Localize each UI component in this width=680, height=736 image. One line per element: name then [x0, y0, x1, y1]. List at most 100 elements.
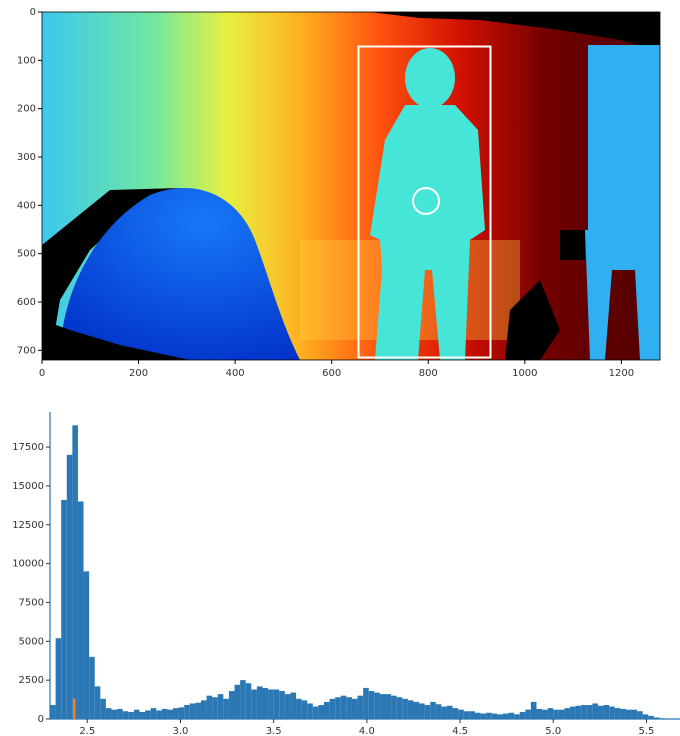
x-tick-label: 3.0 [173, 726, 189, 736]
bar [268, 689, 274, 719]
bar [430, 702, 436, 719]
bar [447, 706, 453, 719]
bar [492, 714, 498, 719]
bar [436, 704, 442, 719]
y-tick-label: 15000 [12, 481, 44, 492]
bar [402, 699, 408, 719]
bar [397, 697, 403, 719]
bar [520, 712, 526, 719]
bar [643, 714, 649, 719]
bar [592, 703, 598, 719]
bar [369, 691, 375, 719]
bar [72, 425, 78, 719]
bar [302, 700, 308, 719]
bar [609, 707, 615, 719]
bar [330, 699, 336, 719]
x-tick-label: 200 [129, 368, 148, 379]
bar [581, 705, 587, 719]
bar [604, 705, 610, 719]
bar [525, 710, 531, 719]
bar [251, 689, 257, 719]
x-tick-label: 0 [39, 368, 45, 379]
bar [285, 694, 291, 719]
bar [190, 703, 196, 719]
bar [576, 706, 582, 719]
bar [531, 702, 537, 719]
bar [84, 571, 90, 719]
bar [318, 705, 324, 719]
bar [358, 696, 364, 719]
bar [145, 710, 151, 719]
bar [464, 711, 470, 719]
bar [246, 683, 252, 719]
bar [408, 700, 414, 719]
bar [598, 706, 604, 719]
y-tick-label: 0 [38, 714, 44, 725]
bar [352, 699, 358, 719]
bar [475, 713, 481, 719]
bar [173, 708, 179, 719]
bar [497, 714, 503, 719]
page: 0200400600800100012000100200300400500600… [0, 0, 680, 736]
bar [380, 694, 386, 719]
bar [346, 697, 352, 719]
y-tick-label: 700 [17, 345, 36, 356]
bar [274, 689, 280, 719]
bar [425, 705, 431, 719]
y-tick-label: 5000 [19, 636, 44, 647]
bar [78, 501, 84, 719]
bar [223, 699, 229, 719]
bar [290, 693, 296, 719]
bar [441, 707, 447, 719]
bar [195, 703, 201, 719]
y-tick-label: 200 [17, 104, 36, 115]
x-tick-label: 400 [226, 368, 245, 379]
bar [503, 714, 509, 719]
x-tick-label: 4.0 [359, 726, 375, 736]
x-tick-label: 1200 [609, 368, 634, 379]
bar [419, 703, 425, 719]
bar [179, 707, 185, 719]
bar [123, 711, 129, 719]
bar [95, 686, 101, 719]
bar [112, 710, 118, 719]
bar [324, 702, 330, 719]
bar [341, 696, 347, 719]
y-tick-label: 400 [17, 200, 36, 211]
bar [553, 710, 559, 719]
bar [458, 710, 464, 719]
bar [548, 708, 554, 719]
bar [391, 696, 397, 719]
depth-image [42, 12, 660, 360]
bar [648, 716, 654, 719]
bar [207, 696, 213, 719]
bar [128, 712, 134, 719]
bar [413, 702, 419, 719]
bar [139, 712, 145, 719]
bar [587, 705, 593, 719]
y-tick-label: 2500 [19, 675, 44, 686]
x-tick-label: 800 [419, 368, 438, 379]
bar [240, 680, 246, 719]
bar [156, 710, 162, 719]
bar [536, 709, 542, 719]
bar [626, 710, 632, 719]
bar [620, 709, 626, 719]
bar [61, 500, 67, 719]
bar [67, 455, 73, 719]
x-tick-label: 3.5 [266, 726, 282, 736]
bar [469, 711, 475, 719]
bar [509, 713, 515, 719]
y-tick-label: 12500 [12, 520, 44, 531]
bar [559, 710, 565, 719]
bar [218, 694, 224, 719]
bar [184, 705, 190, 719]
bar [615, 708, 621, 719]
bar [56, 638, 62, 719]
bar [50, 705, 56, 719]
y-tick-label: 600 [17, 297, 36, 308]
bar [162, 709, 168, 719]
x-tick-label: 5.0 [545, 726, 561, 736]
bar [279, 691, 285, 719]
y-tick-label: 500 [17, 249, 36, 260]
